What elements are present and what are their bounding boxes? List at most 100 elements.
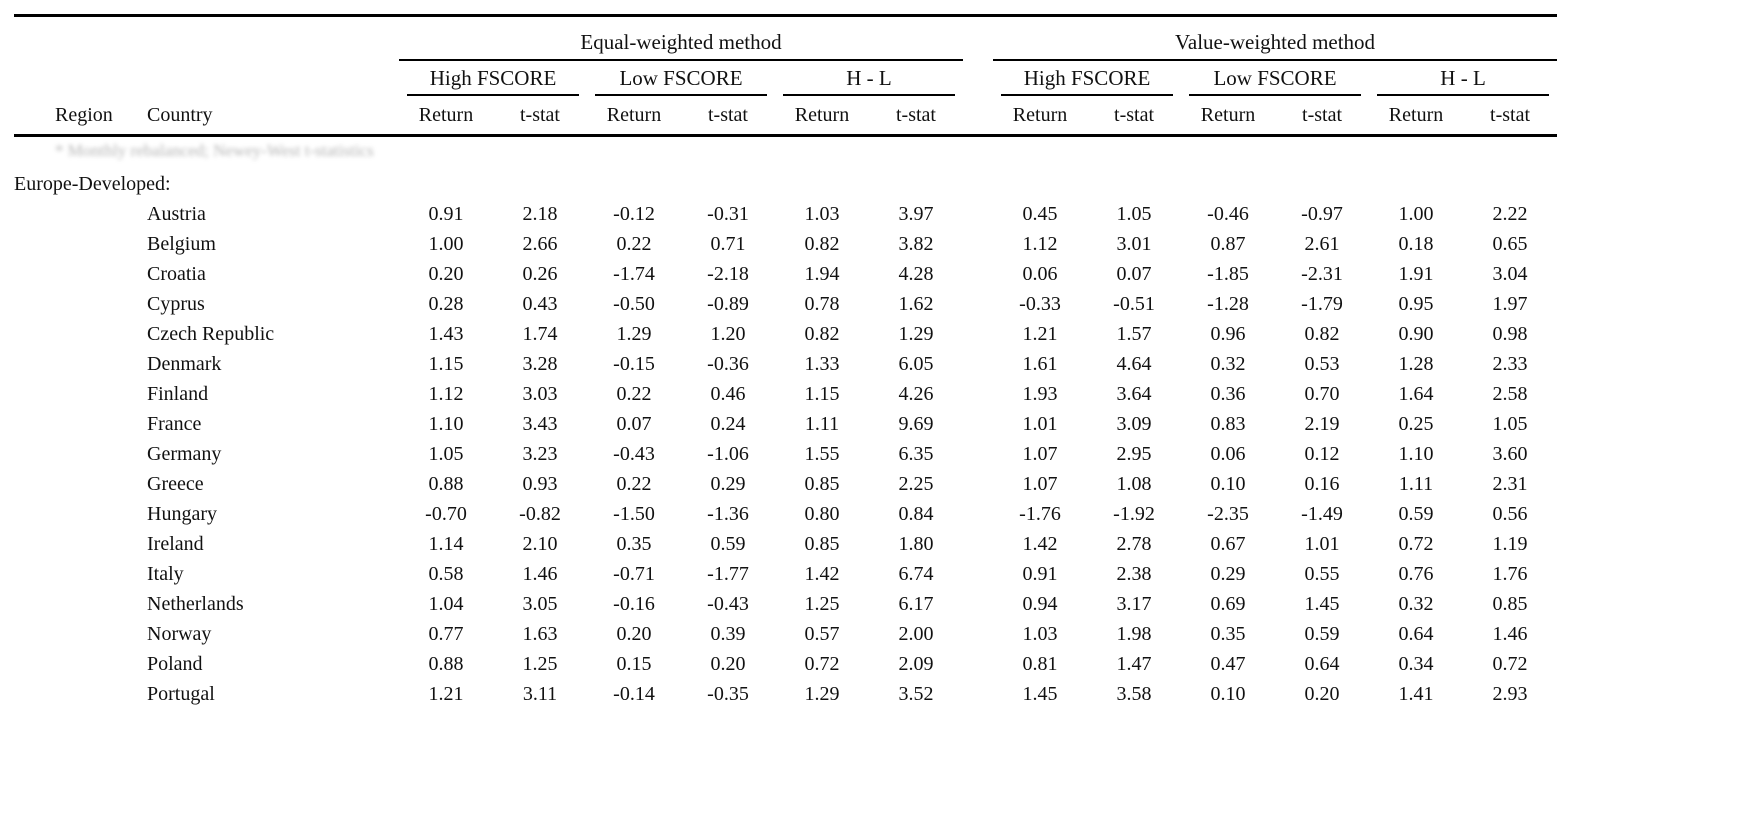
value-cell: 0.29 xyxy=(710,473,746,495)
value-cell: 0.07 xyxy=(1116,263,1152,285)
group-spacer xyxy=(963,590,993,620)
region-cell xyxy=(14,560,139,590)
value-cell: 0.94 xyxy=(1022,593,1058,615)
value-cell: -0.31 xyxy=(707,203,749,225)
region-cell xyxy=(14,440,139,470)
value-cell: 2.10 xyxy=(522,533,558,555)
value-cell: 0.84 xyxy=(898,503,934,525)
value-cell: 0.06 xyxy=(1210,443,1246,465)
value-cell: -0.70 xyxy=(425,503,467,525)
group-spacer xyxy=(963,350,993,380)
table-row: Croatia 0.20 0.26 -1.74 -2.18 1.94 4.28 0.06 0.0… xyxy=(14,260,1557,290)
value-cell: 1.74 xyxy=(522,323,558,345)
faded-note-text: * Monthly rebalanced; Newey-West t-stati… xyxy=(55,141,374,161)
value-cell: 1.07 xyxy=(1022,473,1058,495)
value-cell: 1.47 xyxy=(1116,653,1152,675)
table-row: Netherlands 1.04 3.05 -0.16 -0.43 1.25 6.17 0.9… xyxy=(14,590,1557,620)
value-cell: 1.80 xyxy=(898,533,934,555)
value-cell: 0.32 xyxy=(1398,593,1434,615)
value-cell: 0.56 xyxy=(1492,503,1528,525)
return-header: Return xyxy=(993,95,1088,137)
value-cell: -0.82 xyxy=(519,503,561,525)
value-cell: 1.00 xyxy=(1398,203,1434,225)
value-cell: 1.21 xyxy=(428,683,464,705)
region-header: Region xyxy=(14,95,139,137)
table-row: Portugal 1.21 3.11 -0.14 -0.35 1.29 3.52 1.45 3.… xyxy=(14,680,1557,710)
value-cell: 3.64 xyxy=(1116,383,1152,405)
value-cell: 0.39 xyxy=(710,623,746,645)
country-cell: Poland xyxy=(147,653,203,675)
subgroup-header-row: High FSCORE Low FSCORE H - L High FSCORE… xyxy=(14,60,1557,96)
region-cell xyxy=(14,320,139,350)
country-cell: Cyprus xyxy=(147,293,205,315)
region-cell xyxy=(14,230,139,260)
value-cell: 3.03 xyxy=(522,383,558,405)
value-cell: 1.15 xyxy=(428,353,464,375)
value-cell: 1.00 xyxy=(428,233,464,255)
region-cell xyxy=(14,530,139,560)
value-cell: 0.06 xyxy=(1022,263,1058,285)
value-cell: -2.18 xyxy=(707,263,749,285)
value-cell: 0.22 xyxy=(616,473,652,495)
group-spacer xyxy=(963,200,993,230)
value-cell: -0.97 xyxy=(1301,203,1343,225)
value-cell: 0.91 xyxy=(1022,563,1058,585)
method-header-row: Equal-weighted method Value-weighted met… xyxy=(14,15,1558,61)
value-cell: 1.91 xyxy=(1398,263,1434,285)
group-spacer xyxy=(963,380,993,410)
value-cell: 3.52 xyxy=(898,683,934,705)
value-cell: -0.71 xyxy=(613,563,655,585)
group-spacer xyxy=(963,560,993,590)
value-cell: 0.83 xyxy=(1210,413,1246,435)
value-cell: -0.46 xyxy=(1207,203,1249,225)
group-spacer xyxy=(963,620,993,650)
value-cell: 0.65 xyxy=(1492,233,1528,255)
value-cell: 0.64 xyxy=(1398,623,1434,645)
value-cell: 0.59 xyxy=(710,533,746,555)
value-cell: 0.85 xyxy=(804,533,840,555)
value-cell: 0.87 xyxy=(1210,233,1246,255)
value-cell: -1.92 xyxy=(1113,503,1155,525)
method-header-value-weighted: Value-weighted method xyxy=(993,15,1558,61)
value-cell: 0.46 xyxy=(710,383,746,405)
value-cell: -1.28 xyxy=(1207,293,1249,315)
group-spacer xyxy=(963,320,993,350)
table-row: Greece 0.88 0.93 0.22 0.29 0.85 2.25 1.07 1.08 0.… xyxy=(14,470,1557,500)
value-cell: -0.36 xyxy=(707,353,749,375)
value-cell: 1.42 xyxy=(1022,533,1058,555)
value-cell: 2.93 xyxy=(1492,683,1528,705)
country-cell: Belgium xyxy=(147,233,216,255)
value-cell: 1.93 xyxy=(1022,383,1058,405)
value-cell: 1.03 xyxy=(804,203,840,225)
table-row: Finland 1.12 3.03 0.22 0.46 1.15 4.26 1.93 3.64 0… xyxy=(14,380,1557,410)
value-cell: 1.10 xyxy=(1398,443,1434,465)
value-cell: 0.72 xyxy=(804,653,840,675)
value-cell: -2.31 xyxy=(1301,263,1343,285)
value-cell: 0.59 xyxy=(1304,623,1340,645)
value-cell: 0.67 xyxy=(1210,533,1246,555)
value-cell: -2.35 xyxy=(1207,503,1249,525)
value-cell: 0.72 xyxy=(1492,653,1528,675)
value-cell: 0.93 xyxy=(522,473,558,495)
country-cell: Croatia xyxy=(147,263,206,285)
value-cell: 2.19 xyxy=(1304,413,1340,435)
value-cell: 1.12 xyxy=(428,383,464,405)
value-cell: 1.25 xyxy=(804,593,840,615)
value-cell: 0.72 xyxy=(1398,533,1434,555)
value-cell: 1.12 xyxy=(1022,233,1058,255)
value-cell: 2.33 xyxy=(1492,353,1528,375)
country-cell: Hungary xyxy=(147,503,217,525)
value-cell: 0.76 xyxy=(1398,563,1434,585)
value-cell: 2.00 xyxy=(898,623,934,645)
value-cell: 2.61 xyxy=(1304,233,1340,255)
value-cell: 1.11 xyxy=(1398,473,1434,495)
subgroup-ew-low-fscore: Low FSCORE xyxy=(587,60,775,96)
value-cell: 1.62 xyxy=(898,293,934,315)
value-cell: 0.24 xyxy=(710,413,746,435)
blank-cell xyxy=(14,16,399,60)
value-cell: 0.10 xyxy=(1210,473,1246,495)
country-cell: Czech Republic xyxy=(147,323,275,345)
value-cell: 6.35 xyxy=(898,443,934,465)
table-header: Equal-weighted method Value-weighted met… xyxy=(14,15,1558,137)
group-spacer xyxy=(963,16,993,60)
